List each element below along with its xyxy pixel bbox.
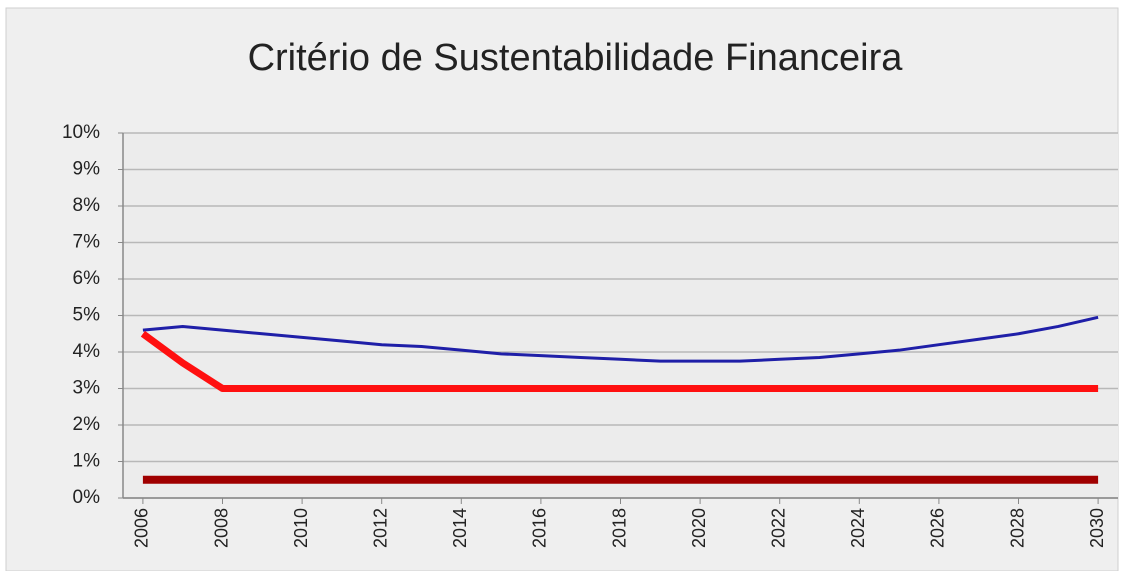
y-tick-label: 6% xyxy=(73,268,101,289)
y-tick-label: 10% xyxy=(62,122,100,143)
series-line xyxy=(142,315,1099,363)
x-tick-label: 2022 xyxy=(768,508,788,548)
x-tick-label: 2014 xyxy=(450,508,470,548)
x-tick-label: 2018 xyxy=(609,508,629,548)
x-tick-label: 2030 xyxy=(1087,508,1107,548)
y-tick-label: 1% xyxy=(73,451,101,472)
y-tick-label: 7% xyxy=(73,232,101,253)
y-tick-label: 2% xyxy=(73,414,101,435)
x-tick-label: 2016 xyxy=(530,508,550,548)
x-tick-label: 2012 xyxy=(370,508,390,548)
x-tick-label: 2008 xyxy=(211,508,231,548)
x-tick-label: 2020 xyxy=(689,508,709,548)
y-tick-label: 0% xyxy=(73,487,101,508)
y-tick-label: 4% xyxy=(73,341,101,362)
y-tick-label: 5% xyxy=(73,305,101,326)
x-tick-label: 2010 xyxy=(291,508,311,548)
y-tick-label: 3% xyxy=(73,378,101,399)
y-tick-label: 8% xyxy=(73,195,101,216)
x-tick-label: 2026 xyxy=(928,508,948,548)
x-tick-label: 2024 xyxy=(848,508,868,548)
chart-title: Critério de Sustentabilidade Financeira xyxy=(248,37,904,79)
y-tick-label: 9% xyxy=(73,159,101,180)
x-tick-label: 2006 xyxy=(132,508,152,548)
series-line xyxy=(140,330,1099,392)
x-tick-label: 2028 xyxy=(1007,508,1027,548)
